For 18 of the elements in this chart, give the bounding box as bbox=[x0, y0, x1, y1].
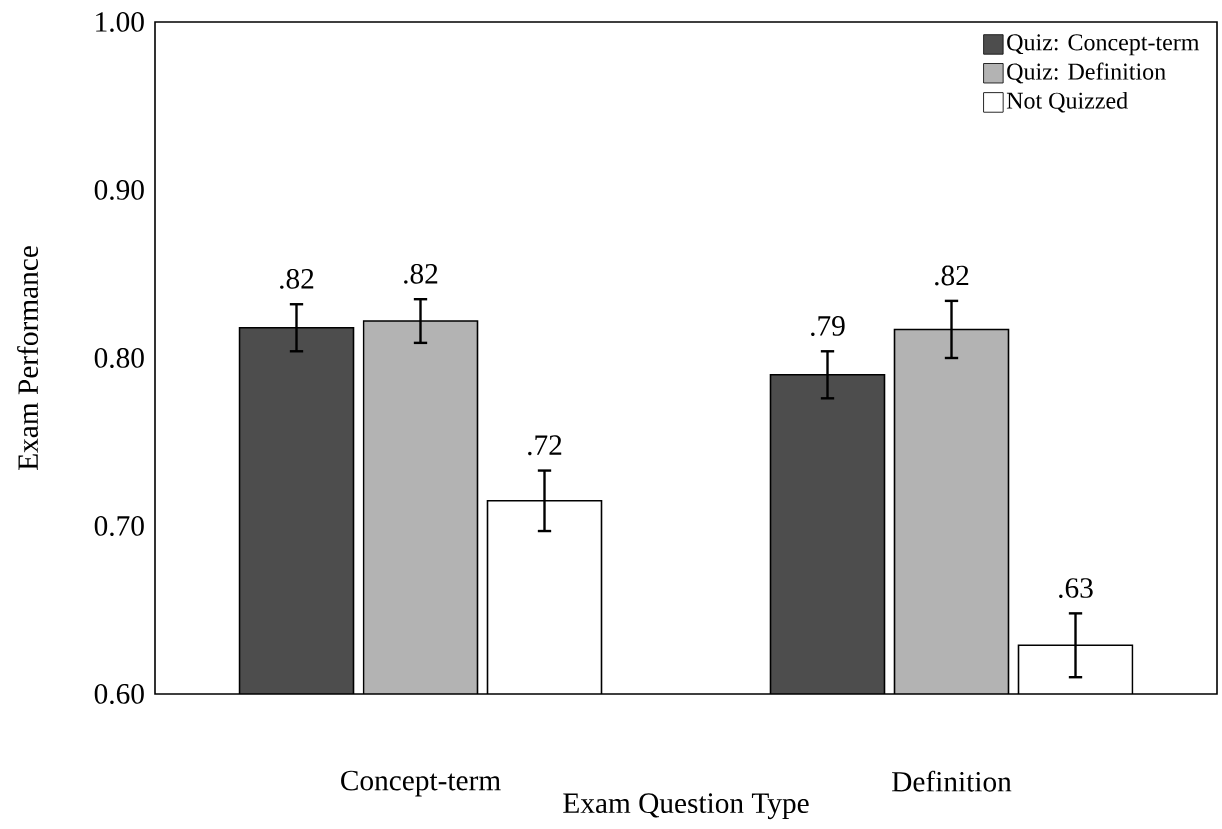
y-tick-label: 1.00 bbox=[96, 12, 144, 33]
y-tick-label: 0.60 bbox=[94, 684, 144, 705]
y-axis-title: Exam Performance bbox=[17, 246, 39, 471]
x-tick-label: Concept-term bbox=[341, 770, 501, 797]
y-tick-label: 0.80 bbox=[94, 348, 144, 369]
x-axis-title: Exam Question Type bbox=[563, 793, 809, 820]
data-label: .82 bbox=[404, 263, 438, 284]
data-label: .82 bbox=[935, 265, 969, 286]
data-label: .63 bbox=[1059, 578, 1093, 599]
legend-label: Not Quizzed bbox=[1006, 91, 1128, 113]
x-tick-label: Definition bbox=[892, 770, 1012, 792]
legend-label: Quiz: Definition bbox=[1007, 62, 1166, 84]
data-label: .82 bbox=[280, 268, 314, 289]
legend-label: Quiz: Concept-term bbox=[1007, 34, 1200, 56]
y-tick-label: 0.90 bbox=[94, 180, 144, 201]
data-label: .72 bbox=[528, 435, 562, 456]
y-tick-label: 0.70 bbox=[94, 516, 144, 537]
data-label: .79 bbox=[811, 316, 845, 336]
